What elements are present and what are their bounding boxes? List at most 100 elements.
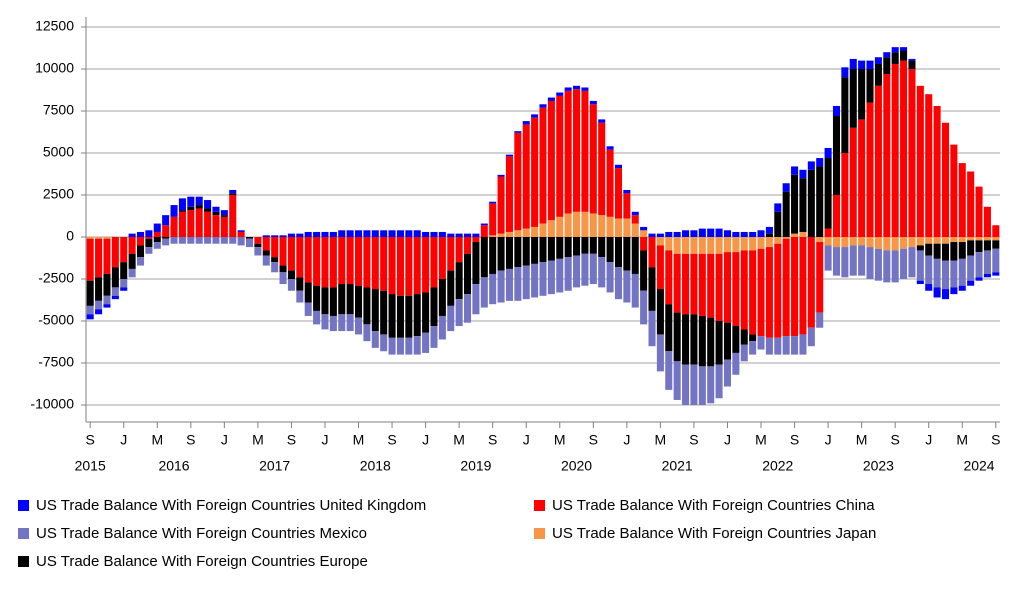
bar — [866, 237, 874, 248]
bar — [120, 287, 128, 291]
bar — [941, 260, 950, 290]
bar — [388, 237, 396, 295]
bar — [136, 257, 145, 266]
bar — [908, 237, 916, 248]
bar — [891, 47, 899, 53]
bar — [740, 250, 748, 330]
bar — [967, 280, 975, 286]
bar — [916, 237, 924, 246]
bar — [614, 237, 622, 268]
bar — [480, 237, 488, 278]
bar — [514, 132, 522, 231]
bar — [682, 230, 690, 237]
y-tick-label: 12500 — [35, 18, 74, 34]
bar — [455, 299, 463, 327]
bar — [774, 337, 782, 355]
bar — [874, 248, 882, 281]
bar — [631, 237, 639, 274]
bar — [204, 208, 212, 212]
bar — [975, 186, 983, 237]
bar — [950, 242, 958, 261]
bar — [514, 267, 522, 301]
bar — [757, 248, 765, 337]
bar — [212, 211, 220, 216]
bar — [145, 237, 153, 239]
bar — [271, 257, 279, 263]
x-year-label: 2020 — [561, 458, 592, 474]
bar — [673, 312, 681, 362]
bar — [950, 144, 958, 237]
bar — [682, 314, 690, 365]
bar — [120, 262, 128, 279]
bar — [103, 295, 111, 305]
bar — [589, 104, 597, 214]
bar — [715, 237, 723, 254]
bar — [313, 310, 321, 325]
bar — [271, 237, 279, 258]
y-tick-label: -2500 — [38, 270, 74, 286]
bar — [623, 189, 631, 194]
bar — [640, 290, 648, 325]
bar — [95, 238, 103, 278]
bar — [765, 237, 773, 248]
bar — [791, 233, 799, 237]
bar — [136, 245, 145, 258]
bar — [279, 235, 287, 237]
bar — [220, 210, 228, 216]
x-tick-label: M — [956, 432, 968, 448]
bar — [195, 237, 203, 244]
bar — [338, 284, 346, 315]
x-tick-label: J — [321, 432, 328, 448]
bar — [975, 252, 983, 278]
bar — [539, 223, 547, 237]
bar — [505, 154, 513, 157]
bar — [573, 211, 581, 237]
bar — [950, 287, 958, 295]
bar — [111, 287, 119, 296]
x-tick-label: S — [891, 432, 900, 448]
bar — [355, 317, 363, 335]
bar — [782, 237, 790, 239]
y-tick-label: 10000 — [35, 60, 74, 76]
bar — [321, 237, 329, 288]
bar — [749, 237, 757, 251]
bar — [438, 279, 446, 316]
bar — [698, 253, 706, 316]
bar — [531, 226, 539, 237]
bar — [573, 237, 581, 256]
bar — [967, 237, 975, 241]
bar — [891, 52, 899, 64]
bar — [95, 309, 103, 315]
legend-label: US Trade Balance With Foreign Countries … — [36, 525, 367, 542]
legend: US Trade Balance With Foreign Countries … — [18, 497, 876, 570]
bar — [916, 280, 924, 285]
x-tick-label: M — [353, 432, 365, 448]
bar — [371, 331, 379, 348]
y-tick-label: 5000 — [43, 144, 74, 160]
bar — [631, 223, 639, 237]
bar — [740, 231, 748, 237]
bar — [573, 89, 581, 212]
bar — [262, 255, 270, 266]
bar — [799, 231, 807, 237]
bar — [539, 262, 547, 296]
bar — [791, 166, 799, 175]
bar — [321, 314, 329, 330]
y-tick-label: 2500 — [43, 186, 74, 202]
bar — [430, 287, 438, 327]
bar — [883, 52, 891, 58]
legend-swatch — [18, 556, 29, 567]
bar — [103, 304, 111, 308]
x-tick-label: M — [151, 432, 163, 448]
bar — [296, 237, 304, 278]
bar — [120, 279, 128, 288]
x-tick-label: S — [991, 432, 1000, 448]
x-tick-label: J — [422, 432, 429, 448]
bar — [640, 230, 648, 237]
bar — [405, 230, 413, 237]
bar — [505, 237, 513, 269]
bar — [891, 63, 899, 238]
bar — [313, 231, 321, 237]
bar — [900, 47, 908, 51]
bar — [925, 243, 933, 256]
